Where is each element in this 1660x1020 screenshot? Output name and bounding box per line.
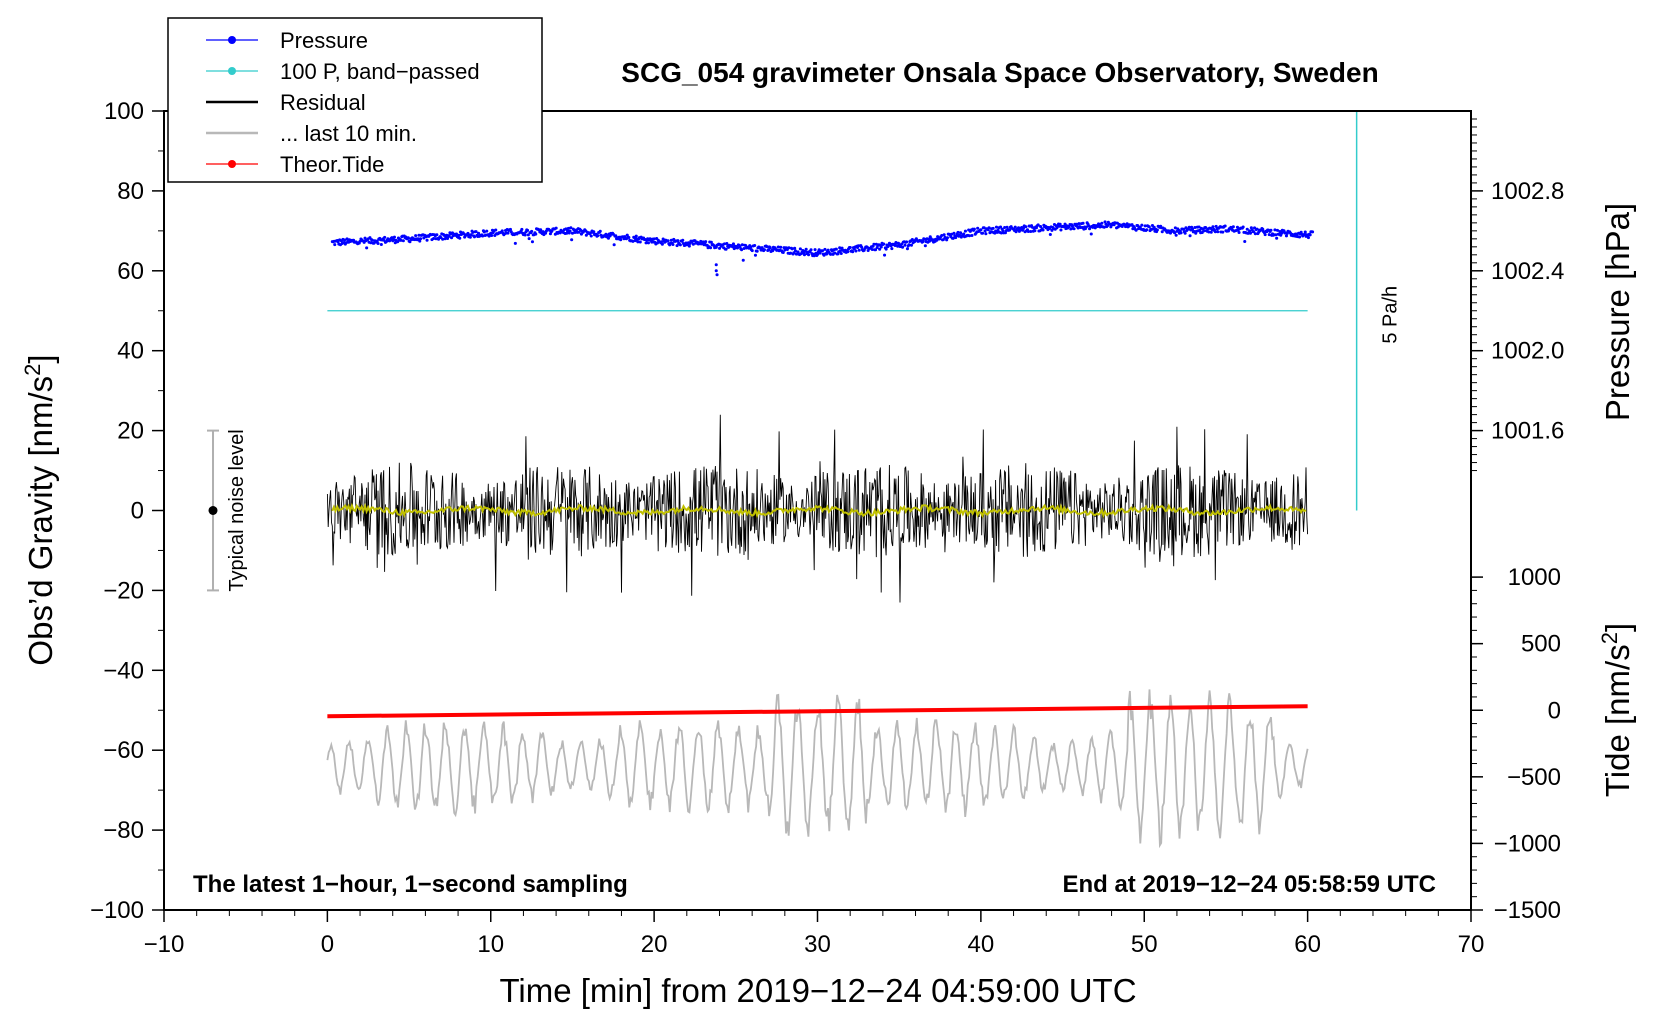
y-tick-label: −20 — [103, 577, 144, 604]
residual-smoothed-line — [331, 502, 1307, 519]
chart-title: SCG_054 gravimeter Onsala Space Observat… — [621, 57, 1378, 88]
residual-series — [326, 414, 1309, 603]
residual-smoothed-series — [331, 502, 1307, 519]
pressure-dots — [330, 220, 1315, 277]
pressure-series — [330, 220, 1315, 277]
pressure-axis-label: Pressure [hPa] — [1599, 203, 1636, 421]
noise-bar-label: Typical noise level — [226, 429, 248, 591]
y-axis-label: Obs’d Gravity [nm/s2] — [20, 354, 59, 665]
tide-tick-label: 1000 — [1508, 564, 1561, 591]
y-tick-label: 0 — [131, 498, 144, 525]
x-tick-label: 20 — [641, 931, 668, 958]
tide-axis-ticks: 1000 500 0 −500 −1000 −1500 — [1471, 564, 1561, 924]
tide-tick-label: −500 — [1507, 764, 1561, 791]
pressure-tick-label: 1001.6 — [1491, 418, 1564, 445]
legend-marker — [228, 160, 236, 168]
x-tick-label: 70 — [1458, 931, 1485, 958]
legend-label: Pressure — [280, 28, 368, 53]
y-tick-label: 100 — [104, 98, 144, 125]
residual-line — [326, 414, 1309, 603]
y-tick-label: −80 — [103, 817, 144, 844]
y-tick-label: 60 — [117, 258, 144, 285]
last-10-min-series — [326, 689, 1309, 849]
tide-tick-label: 0 — [1548, 697, 1561, 724]
y-tick-label: 80 — [117, 178, 144, 205]
tide-tick-label: −1500 — [1494, 897, 1561, 924]
annotation-bottom-right: End at 2019−12−24 05:58:59 UTC — [1062, 871, 1436, 898]
x-tick-label: 40 — [968, 931, 995, 958]
rate-bar-label: 5 Pa/h — [1380, 286, 1402, 344]
annotation-bottom-left: The latest 1−hour, 1−second sampling — [193, 871, 628, 898]
y-tick-label: 20 — [117, 418, 144, 445]
x-tick-label: 50 — [1131, 931, 1158, 958]
x-axis-ticks: −10 0 10 20 30 40 50 60 70 — [144, 910, 1485, 958]
x-tick-label: 30 — [804, 931, 831, 958]
theoretical-tide-series — [327, 704, 1308, 719]
noise-bar-dot — [208, 506, 218, 515]
legend-label: Residual — [280, 90, 366, 115]
pressure-axis-ticks: 1002.8 1002.4 1002.0 1001.6 — [1471, 118, 1564, 472]
y-tick-label: −60 — [103, 737, 144, 764]
legend-label: Theor.Tide — [280, 152, 384, 177]
x-tick-label: 10 — [477, 931, 504, 958]
last-10-min-line — [326, 689, 1309, 849]
legend-label: 100 P, band−passed — [280, 59, 480, 84]
pressure-tick-label: 1002.8 — [1491, 178, 1564, 205]
x-tick-label: 0 — [321, 931, 334, 958]
y-axis-ticks: 100 80 60 40 20 0 −20 −40 −60 −80 −100 — [90, 98, 164, 924]
x-axis-label: Time [min] from 2019−12−24 04:59:00 UTC — [499, 972, 1136, 1009]
theoretical-tide-line — [327, 704, 1308, 719]
pressure-tick-label: 1002.4 — [1491, 258, 1564, 285]
tide-tick-label: 500 — [1521, 631, 1561, 658]
legend-marker — [228, 67, 236, 75]
pressure-tick-label: 1002.0 — [1491, 338, 1564, 365]
x-tick-label: 60 — [1294, 931, 1321, 958]
tide-tick-label: −1000 — [1494, 830, 1561, 857]
legend-entries: Pressure 100 P, band−passed Residual ... la… — [206, 28, 480, 177]
annotation-bars: Typical noise level 5 Pa/h — [207, 111, 1402, 592]
y-tick-label: −40 — [103, 657, 144, 684]
legend: Pressure 100 P, band−passed Residual ... la… — [167, 17, 543, 183]
legend-label: ... last 10 min. — [280, 121, 417, 146]
legend-marker — [228, 36, 236, 44]
x-tick-label: −10 — [144, 931, 185, 958]
tide-axis-label: Tide [nm/s2] — [1597, 623, 1636, 797]
y-tick-label: 40 — [117, 338, 144, 365]
legend-box — [167, 17, 543, 183]
y-tick-label: −100 — [90, 897, 144, 924]
